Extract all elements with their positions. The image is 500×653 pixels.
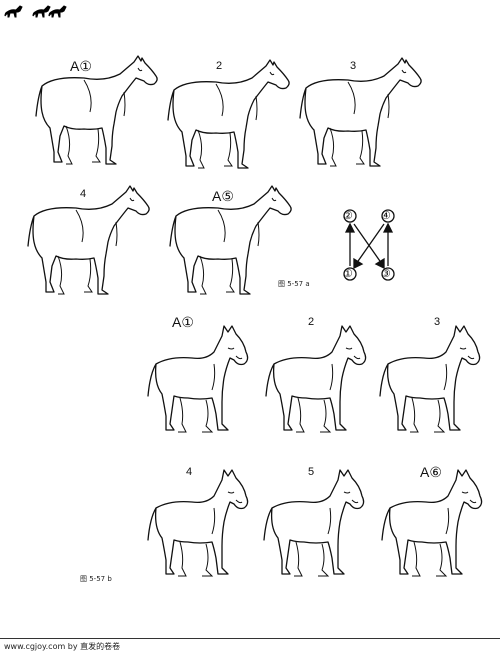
- foot-label-1: ①: [343, 268, 353, 280]
- foot-label-2: ②: [343, 210, 353, 222]
- frame-label-b6: A⑥: [420, 464, 442, 480]
- foot-label-4: ④: [381, 210, 391, 222]
- horse-logo-icons: [4, 3, 76, 26]
- frame-label-b3: 3: [434, 316, 441, 328]
- horse-frame-4: [16, 185, 156, 301]
- horse-frame-2: [156, 59, 296, 175]
- frame-label-5: A⑤: [212, 188, 234, 204]
- horse-frame-b5: [256, 462, 376, 587]
- frame-label-b4: 4: [186, 466, 193, 478]
- footer-bar: www.cgjoy.com by 直发的卷卷: [0, 638, 500, 653]
- frame-label-b5: 5: [308, 466, 315, 478]
- figure-caption-a: 图 5-57 a: [278, 280, 310, 288]
- frame-label-4: 4: [80, 188, 87, 200]
- frame-label-2: 2: [216, 60, 223, 72]
- frame-label-1: A①: [70, 58, 92, 74]
- frame-label-3: 3: [350, 60, 357, 72]
- footfall-diagram: [338, 204, 408, 293]
- horse-frame-3: [288, 57, 428, 173]
- horse-frame-b3: [372, 318, 492, 443]
- footer-watermark: www.cgjoy.com by 直发的卷卷: [4, 642, 121, 651]
- figure-caption-b: 图 5-57 b: [80, 575, 112, 583]
- horse-frame-b2: [258, 318, 378, 443]
- frame-label-b1: A①: [172, 314, 194, 330]
- horse-frame-b1: [140, 318, 260, 443]
- foot-label-3: ③: [381, 268, 391, 280]
- horse-frame-1: [24, 55, 164, 171]
- horse-frame-b4: [140, 462, 260, 587]
- frame-label-b2: 2: [308, 316, 315, 328]
